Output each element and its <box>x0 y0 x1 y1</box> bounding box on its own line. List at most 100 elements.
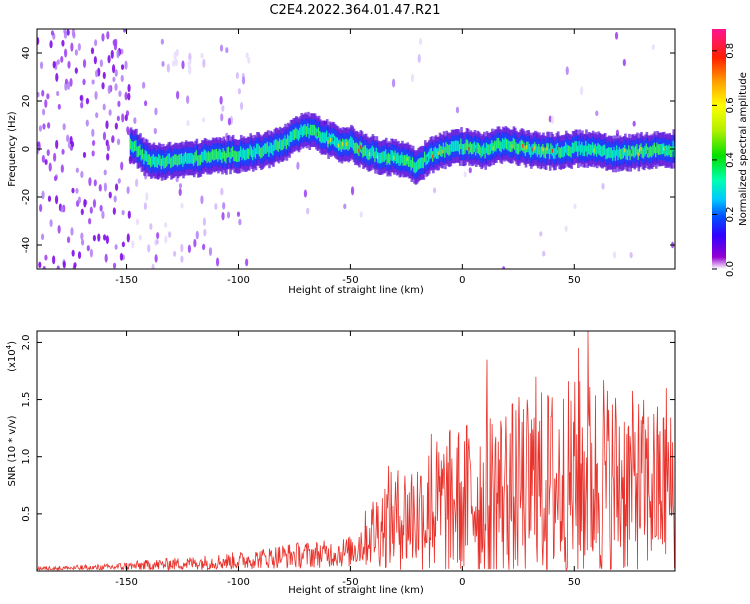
noise-speckle <box>149 223 153 230</box>
noise-speckle <box>114 69 118 77</box>
noise-speckle <box>79 94 83 101</box>
ridge-core <box>559 147 563 159</box>
y-tick-label: 1.5 <box>21 392 32 408</box>
ridge-core <box>217 151 220 162</box>
ridge-core <box>292 129 295 141</box>
ridge-core <box>585 140 588 152</box>
ridge-core <box>652 144 655 156</box>
ridge-core <box>176 156 180 167</box>
noise-speckle <box>237 88 242 95</box>
ridge-core <box>507 139 510 151</box>
ridge-core <box>273 140 277 151</box>
spectrogram-ticks: -150 -100 -50 0 50 -40 -20 0 20 40 <box>21 29 675 286</box>
ridge-core <box>629 149 633 161</box>
colorbar: 0.0 0.2 0.4 0.6 0.8 Normalized spectral ampl… <box>712 29 749 277</box>
noise-speckle <box>119 252 124 261</box>
noise-speckle <box>80 101 84 109</box>
noise-speckle <box>95 69 99 78</box>
ridge-core <box>362 146 365 158</box>
ridge-core <box>436 148 439 160</box>
ridge-core <box>495 140 498 152</box>
ridge-core <box>188 153 192 164</box>
ridge-core <box>261 146 265 158</box>
noise-speckle <box>110 49 114 59</box>
noise-speckle <box>93 179 97 187</box>
noise-speckle <box>187 244 192 253</box>
noise-speckle <box>67 60 71 69</box>
noise-speckle <box>222 202 226 210</box>
noise-speckle <box>105 235 109 244</box>
ridge-core <box>268 146 271 157</box>
noise-speckle <box>138 234 142 241</box>
x-tick-label: -50 <box>342 275 358 286</box>
noise-speckle <box>66 29 70 36</box>
noise-speckle <box>101 210 105 220</box>
ridge-core <box>249 144 252 156</box>
ridge-core <box>191 153 195 164</box>
noise-speckle <box>80 208 84 216</box>
ridge-core <box>536 146 540 157</box>
noise-speckle <box>47 122 51 129</box>
ridge-core <box>425 154 428 166</box>
ridge-core <box>282 138 286 149</box>
noise-speckle <box>113 43 118 51</box>
ridge-core <box>296 128 299 140</box>
ridge-core <box>229 152 232 163</box>
ridge-core <box>367 149 371 161</box>
ridge-core <box>231 146 235 158</box>
noise-speckle <box>77 251 82 259</box>
noise-speckle <box>112 262 117 269</box>
ridge-core <box>190 152 193 164</box>
x-tick-label: 0 <box>459 577 465 588</box>
ridge-core <box>186 153 189 165</box>
noise-speckle <box>391 78 396 88</box>
noise-speckle <box>160 38 164 45</box>
x-tick-label: -150 <box>115 577 138 588</box>
ridge-core <box>144 150 148 161</box>
ridge-core <box>554 147 557 159</box>
noise-speckle <box>116 115 120 122</box>
noise-speckle <box>133 117 137 124</box>
noise-speckle <box>239 101 244 111</box>
noise-speckle <box>186 95 190 104</box>
ridge-peak <box>522 144 525 148</box>
ridge-core <box>667 145 670 157</box>
noise-speckle <box>64 78 69 85</box>
ridge-core <box>311 124 314 136</box>
ridge-core <box>143 153 146 165</box>
noise-speckle <box>53 175 58 182</box>
ridge-core <box>550 143 553 154</box>
noise-speckle <box>108 109 112 116</box>
ridge-core <box>356 143 360 155</box>
ridge-core <box>558 146 561 158</box>
noise-speckle <box>114 122 118 130</box>
ridge-core <box>183 153 187 165</box>
ridge-core <box>418 158 422 169</box>
ridge-core <box>567 145 571 157</box>
ridge-core <box>590 144 594 156</box>
colorbar-tick-label: 0.0 <box>725 261 736 277</box>
noise-speckle <box>89 206 93 214</box>
ridge-peak <box>511 144 514 149</box>
ridge-core <box>295 127 298 139</box>
noise-speckle <box>144 100 148 107</box>
noise-speckle <box>44 99 48 108</box>
ridge-core <box>248 148 251 160</box>
noise-speckle <box>70 42 74 52</box>
x-tick-label: -100 <box>227 275 250 286</box>
ridge-core <box>149 156 153 168</box>
ridge-core <box>147 154 150 165</box>
noise-speckle <box>201 117 206 123</box>
ridge-core <box>484 147 488 159</box>
ridge-core <box>449 143 453 155</box>
ridge-core <box>167 153 171 165</box>
ridge-core <box>415 161 419 173</box>
ridge-core <box>487 144 490 155</box>
ridge-core <box>555 144 559 155</box>
ridge-core <box>657 144 661 155</box>
ridge-core <box>417 159 420 171</box>
ridge-core <box>336 137 340 149</box>
ridge-core <box>199 154 203 166</box>
ridge-core <box>469 141 473 153</box>
noise-speckle <box>41 190 45 200</box>
